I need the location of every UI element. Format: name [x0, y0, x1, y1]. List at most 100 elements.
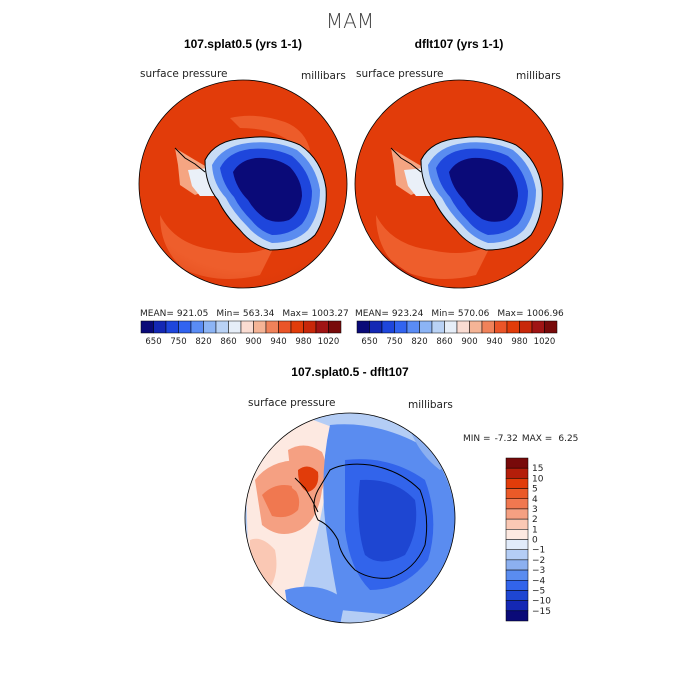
left-stats: MEAN= 921.05 Min= 563.34 Max= 1003.27 [140, 309, 349, 319]
left-colorbar-swatch-5 [203, 320, 217, 334]
diff-colorbar-swatch-4 [505, 498, 529, 510]
diff-colorbar-tick-11: −4 [532, 576, 546, 586]
right-colorbar-swatch-4 [406, 320, 420, 334]
right-colorbar-swatch-5 [419, 320, 433, 334]
diff-colorbar-swatch-8 [505, 539, 529, 550]
left-panel-title: 107.splat0.5 (yrs 1-1) [184, 37, 302, 51]
right-colorbar-swatch-2 [381, 320, 395, 334]
left-map [139, 80, 347, 288]
diff-colorbar-swatch-2 [505, 478, 529, 489]
right-colorbar-tick-5: 940 [486, 337, 502, 347]
diff-colorbar-tick-6: 1 [532, 525, 538, 535]
diff-colorbar-tick-3: 4 [532, 495, 538, 505]
diff-colorbar-swatch-15 [505, 610, 529, 622]
right-colorbar-swatch-7 [444, 320, 458, 334]
diff-stats: MIN = -7.32 MAX = 6.25 [463, 434, 578, 444]
left-colorbar-swatch-12 [290, 320, 304, 334]
diff-panel-title: 107.splat0.5 - dflt107 [291, 365, 409, 379]
right-colorbar-swatch-14 [531, 320, 545, 334]
diff-colorbar-swatch-12 [505, 580, 529, 591]
diff-colorbar-tick-7: 0 [532, 536, 538, 546]
right-map-ocean-band [376, 215, 491, 279]
right-colorbar-swatch-13 [519, 320, 533, 334]
right-map-ice-deep [449, 157, 518, 222]
diff-colorbar-tick-14: −15 [532, 607, 551, 617]
right-colorbar-swatch-12 [506, 320, 520, 334]
diff-colorbar-tick-10: −3 [532, 566, 545, 576]
diff-colorbar-swatch-5 [505, 508, 529, 520]
right-colorbar-tick-0: 650 [361, 337, 377, 347]
left-units-label: millibars [301, 70, 346, 82]
diff-variable-label: surface pressure [248, 397, 336, 409]
left-colorbar-tick-5: 940 [270, 337, 286, 347]
diff-colorbar-tick-9: −2 [532, 556, 545, 566]
left-colorbar-tick-0: 650 [145, 337, 161, 347]
right-colorbar-swatch-15 [544, 320, 558, 334]
left-colorbar: 650 750 820 860 900 940 980 1020 [140, 320, 342, 347]
right-colorbar-swatch-0 [356, 320, 370, 334]
left-colorbar-tick-4: 900 [245, 337, 261, 347]
right-map-coastline [390, 136, 543, 251]
right-colorbar-tick-2: 820 [411, 337, 427, 347]
left-colorbar-swatch-8 [240, 320, 254, 334]
left-colorbar-swatch-4 [190, 320, 204, 334]
left-variable-label: surface pressure [140, 68, 228, 80]
right-colorbar-swatch-8 [456, 320, 470, 334]
left-colorbar-swatch-13 [303, 320, 317, 334]
diff-colorbar-swatch-11 [505, 569, 529, 581]
diff-colorbar-tick-13: −10 [532, 597, 551, 607]
left-colorbar-swatch-10 [265, 320, 279, 334]
diff-units-label: millibars [408, 399, 453, 411]
diff-positive-west-2 [262, 485, 300, 518]
left-colorbar-tick-6: 980 [295, 337, 311, 347]
right-variable-label: surface pressure [356, 68, 444, 80]
left-colorbar-tick-2: 820 [195, 337, 211, 347]
right-colorbar-tick-1: 750 [386, 337, 402, 347]
diff-colorbar-tick-2: 5 [532, 485, 538, 495]
diff-coastline [294, 463, 428, 579]
left-colorbar-tick-7: 1020 [318, 337, 340, 347]
right-stats: MEAN= 923.24 Min= 570.06 Max= 1006.96 [355, 309, 564, 319]
diff-colorbar-swatch-6 [505, 518, 529, 530]
right-colorbar: 650 750 820 860 900 940 980 1020 [356, 320, 558, 347]
left-colorbar-swatch-1 [153, 320, 167, 334]
diff-map [245, 413, 455, 623]
diff-colorbar-tick-12: −5 [532, 586, 545, 596]
left-colorbar-swatch-6 [215, 320, 229, 334]
diff-colorbar-swatch-3 [505, 488, 529, 499]
diff-map-border [244, 412, 456, 624]
right-panel-title: dflt107 (yrs 1-1) [415, 37, 504, 51]
diff-colorbar-swatch-1 [505, 467, 529, 479]
left-colorbar-swatch-14 [315, 320, 329, 334]
right-map [355, 80, 563, 288]
left-colorbar-swatch-15 [328, 320, 342, 334]
diff-colorbar-tick-4: 3 [532, 505, 538, 515]
right-colorbar-tick-7: 1020 [534, 337, 556, 347]
diff-colorbar-tick-0: 15 [532, 464, 543, 474]
right-colorbar-swatch-3 [394, 320, 408, 334]
right-colorbar-swatch-11 [494, 320, 508, 334]
diff-colorbar-tick-5: 2 [532, 515, 538, 525]
diff-colorbar-swatch-10 [505, 559, 529, 571]
diff-colorbar-swatch-9 [505, 549, 529, 561]
left-colorbar-swatch-2 [165, 320, 179, 334]
left-colorbar-tick-3: 860 [220, 337, 236, 347]
diff-colorbar-swatch-7 [505, 529, 529, 540]
diff-colorbar-tick-1: 10 [532, 474, 544, 484]
left-colorbar-swatch-3 [178, 320, 192, 334]
right-colorbar-tick-6: 980 [511, 337, 527, 347]
right-units-label: millibars [516, 70, 561, 82]
right-map-border [354, 79, 564, 289]
left-colorbar-swatch-0 [140, 320, 154, 334]
right-colorbar-swatch-9 [469, 320, 483, 334]
left-colorbar-swatch-9 [253, 320, 267, 334]
diff-colorbar-tick-8: −1 [532, 546, 545, 556]
right-colorbar-swatch-6 [431, 320, 445, 334]
right-colorbar-tick-3: 860 [436, 337, 452, 347]
season-title: MAM [326, 9, 374, 33]
left-colorbar-swatch-11 [278, 320, 292, 334]
diff-colorbar-swatch-14 [505, 600, 529, 612]
diff-colorbar-swatch-0 [505, 457, 529, 469]
